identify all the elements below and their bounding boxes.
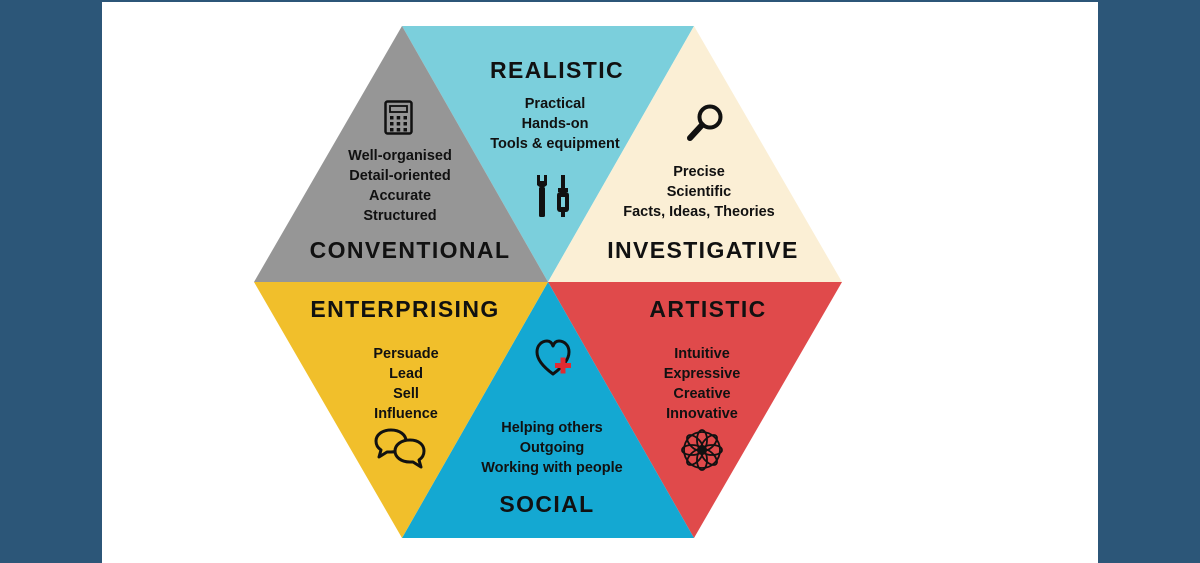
realistic-line: Practical [525,96,585,112]
investigative-line: Facts, Ideas, Theories [623,204,775,220]
enterprising-line: Lead [389,366,423,382]
wrench-screwdriver-icon [537,175,569,217]
artistic-line: Intuitive [674,346,730,362]
enterprising-line: Influence [374,406,438,422]
artistic-line: Expressive [664,366,741,382]
magnifier-icon [687,104,723,141]
realistic-line: Tools & equipment [490,136,620,152]
social-title: SOCIAL [499,491,594,517]
investigative-line: Scientific [667,184,731,200]
heart-plus-icon [535,339,571,376]
conventional-line: Detail-oriented [349,168,451,184]
social-line: Working with people [481,460,623,476]
enterprising-line: Sell [393,386,419,402]
conventional-line: Accurate [369,188,431,204]
conventional-line: Well-organised [348,148,452,164]
conventional-segment [254,26,548,282]
enterprising-line: Persuade [373,346,438,362]
conventional-line: Structured [363,208,436,224]
investigative-segment [548,26,842,282]
investigative-line: Precise [673,164,725,180]
artistic-line: Innovative [666,406,738,422]
investigative-title: INVESTIGATIVE [607,237,799,263]
conventional-title: CONVENTIONAL [310,237,511,263]
enterprising-segment [254,282,548,538]
realistic-segment [402,26,694,282]
speech-bubbles-icon [374,428,426,469]
enterprising-title: ENTERPRISING [310,296,499,322]
calculator-icon [384,100,413,135]
artistic-line: Creative [673,386,730,402]
social-segment [402,282,694,538]
social-line: Helping others [501,420,603,436]
artistic-title: ARTISTIC [649,296,766,322]
flower-mandala-icon [681,429,723,471]
realistic-line: Hands-on [522,116,589,132]
realistic-title: REALISTIC [490,57,624,83]
artistic-segment [548,282,842,538]
social-line: Outgoing [520,440,584,456]
